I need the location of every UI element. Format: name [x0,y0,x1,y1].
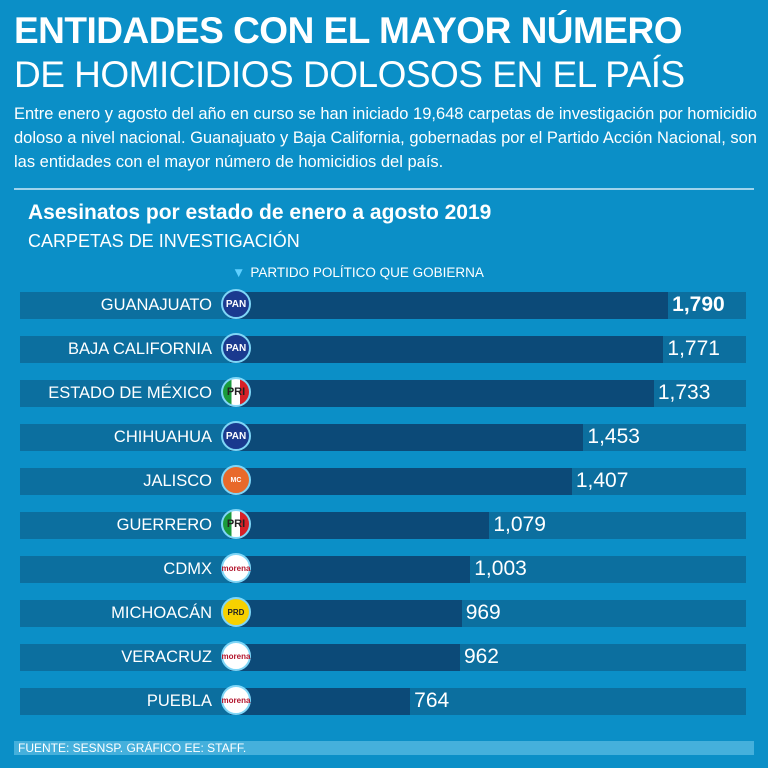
party-logo-icon: PAN [221,333,251,363]
bar [230,556,471,583]
value-label: 1,771 [667,337,720,360]
bar [230,424,584,451]
bar-row: GUANAJUATO PAN 1,790 [20,289,746,319]
legend-label: PARTIDO POLÍTICO QUE GOBIERNA [250,265,484,280]
bar [230,512,490,539]
party-logo-icon: PAN [221,289,251,319]
bar-row: ESTADO DE MÉXICO PRI 1,733 [20,377,746,407]
bar [230,644,460,671]
party-logo-icon: MC [221,465,251,495]
bar [230,380,654,407]
category-label: PUEBLA [146,692,212,710]
bar [230,600,462,627]
bar [230,292,669,319]
category-label: JALISCO [143,472,212,490]
intro-text: Entre enero y agosto del año en curso se… [14,105,757,171]
source-note: FUENTE: SESNSP. GRÁFICO EE: STAFF. [14,741,754,755]
divider [14,188,754,190]
value-label: 1,003 [474,557,527,580]
value-label: 962 [463,645,499,668]
title-line-1: ENTIDADES CON EL MAYOR NÚMERO [14,10,683,51]
chart-title: Asesinatos por estado de enero a agosto … [28,201,492,224]
chart-subtitle: CARPETAS DE INVESTIGACIÓN [28,231,300,251]
bar-row: PUEBLA morena 764 [20,685,746,715]
party-logo-icon: morena [221,553,251,583]
value-label: 1,453 [587,425,640,448]
value-label: 1,407 [575,469,629,492]
party-logo-icon: PRI [221,509,251,539]
category-label: VERACRUZ [121,648,212,666]
party-logo-icon: PAN [221,421,251,451]
value-label: 969 [465,601,501,624]
bar-row: GUERRERO PRI 1,079 [20,509,746,539]
category-label: CHIHUAHUA [113,428,212,446]
category-label: MICHOACÁN [111,604,212,622]
title-line-2: DE HOMICIDIOS DOLOSOS EN EL PAÍS [14,54,685,95]
bar-row: MICHOACÁN PRD 969 [20,597,746,627]
value-label: 1,790 [672,293,725,316]
bar-row: CDMX morena 1,003 [20,553,746,583]
bar [230,688,411,715]
bar-row: BAJA CALIFORNIA PAN 1,771 [20,333,746,363]
category-label: ESTADO DE MÉXICO [48,384,212,402]
category-label: GUANAJUATO [100,296,212,314]
category-label: BAJA CALIFORNIA [68,340,212,358]
bar-row: CHIHUAHUA PAN 1,453 [20,421,746,451]
party-logo-icon: PRD [221,597,251,627]
triangle-down-icon: ▼ [232,265,246,280]
value-label: 764 [414,689,450,712]
party-logo-icon: PRI [221,377,251,407]
bar-row: JALISCO MC 1,407 [20,465,746,495]
bar [230,468,572,495]
value-label: 1,079 [493,513,546,536]
party-logo-icon: morena [221,685,251,715]
bar-row: VERACRUZ morena 962 [20,641,746,671]
bar [230,336,664,363]
legend: ▼ PARTIDO POLÍTICO QUE GOBIERNA [232,265,484,280]
category-label: CDMX [163,560,212,578]
category-label: GUERRERO [116,516,212,534]
value-label: 1,733 [657,381,711,404]
party-logo-icon: morena [221,641,251,671]
